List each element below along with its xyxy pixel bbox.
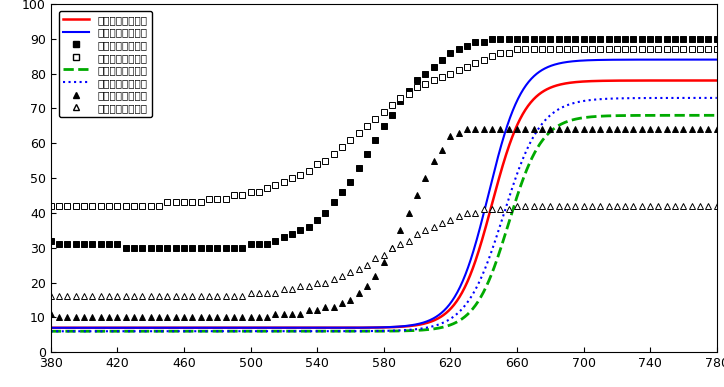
Legend: 紅あずま外皮　生, 金時　　外皮　生, 紅あずま断明　生, 金時　　断面　生, 紅あずま外皮　茎, 金時　　外皮　茎, 紅あずま断明　茎, 金時　　断面　茎: 紅あずま外皮 生, 金時 外皮 生, 紅あずま断明 生, 金時 断面 生, 紅あ… <box>59 11 152 117</box>
